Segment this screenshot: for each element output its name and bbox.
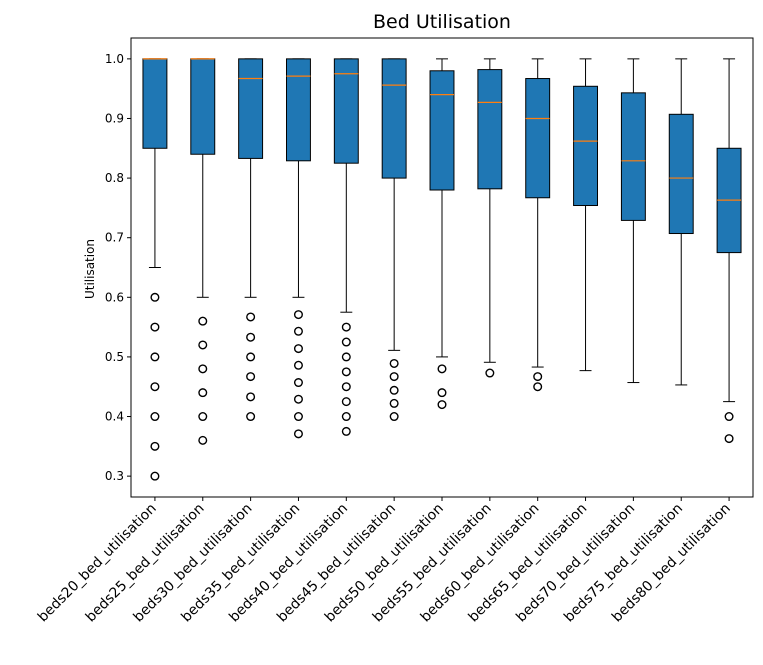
outlier-point (437, 364, 447, 374)
outlier-point (150, 322, 160, 332)
outlier-point (198, 364, 208, 374)
chart-title: Bed Utilisation (373, 11, 511, 33)
y-tick-label: 0.7 (105, 231, 124, 245)
box (620, 92, 646, 221)
box (668, 113, 694, 235)
outlier-point (389, 372, 399, 382)
outlier-point (150, 352, 160, 362)
outlier-point (341, 352, 351, 362)
box (238, 58, 264, 159)
outlier-point (246, 312, 256, 322)
box (573, 85, 598, 207)
box (477, 69, 503, 190)
box (190, 58, 216, 155)
outlier-point (341, 412, 351, 422)
box (333, 58, 359, 164)
box (525, 78, 551, 199)
outlier-point (437, 400, 447, 410)
outlier-point (293, 394, 303, 404)
y-tick-label: 0.6 (105, 290, 124, 304)
box (381, 58, 407, 179)
outlier-point (293, 326, 303, 336)
outlier-point (437, 388, 447, 398)
outlier-point (341, 337, 351, 347)
y-tick-label: 0.3 (105, 469, 124, 483)
box (142, 58, 168, 149)
outlier-point (485, 368, 495, 378)
outlier-point (198, 412, 208, 422)
outlier-point (246, 332, 256, 342)
outlier-point (341, 367, 351, 377)
outlier-point (389, 398, 399, 408)
outlier-point (724, 412, 734, 422)
outlier-point (341, 382, 351, 392)
outlier-point (198, 435, 208, 445)
outlier-point (293, 429, 303, 439)
outlier-point (533, 372, 543, 382)
outlier-point (198, 316, 208, 326)
outlier-point (150, 382, 160, 392)
y-axis-label: Utilisation (83, 239, 97, 299)
outlier-point (533, 382, 543, 392)
outlier-point (198, 340, 208, 350)
y-tick-label: 0.4 (105, 410, 124, 424)
outlier-point (389, 385, 399, 395)
y-tick-label: 0.8 (105, 171, 124, 185)
box (286, 58, 311, 162)
y-tick-label: 1.0 (105, 52, 124, 66)
outlier-point (246, 352, 256, 362)
outlier-point (389, 412, 399, 422)
outlier-point (198, 388, 208, 398)
outlier-point (724, 434, 734, 444)
outlier-point (150, 412, 160, 422)
outlier-point (150, 292, 160, 302)
outlier-point (293, 378, 303, 388)
box (429, 70, 455, 191)
outlier-point (246, 392, 256, 402)
y-tick-label: 0.5 (105, 350, 124, 364)
outlier-point (246, 412, 256, 422)
outlier-point (341, 397, 351, 407)
outlier-point (293, 310, 303, 320)
outlier-point (246, 372, 256, 382)
outlier-point (341, 426, 351, 436)
outlier-point (293, 344, 303, 354)
outlier-point (150, 441, 160, 451)
outlier-point (389, 358, 399, 368)
outlier-point (341, 322, 351, 332)
outlier-point (150, 471, 160, 481)
y-tick-label: 0.9 (105, 111, 124, 125)
outlier-point (293, 360, 303, 370)
outlier-point (293, 412, 303, 422)
